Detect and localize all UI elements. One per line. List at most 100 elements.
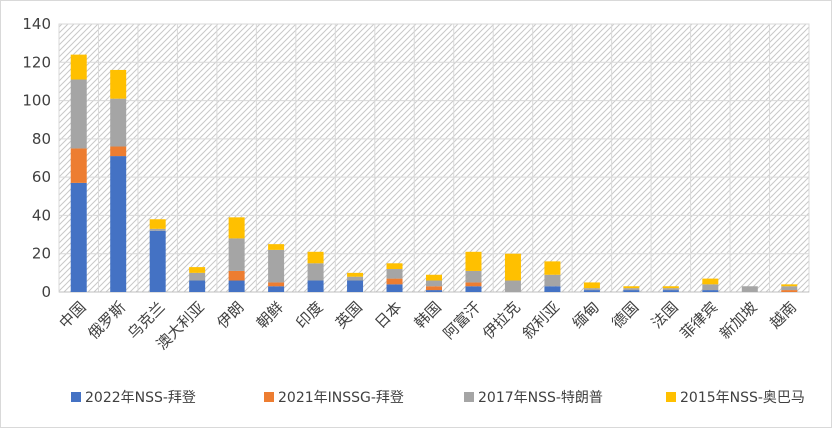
bar-segment-中国-series-2 [70,79,87,149]
bar-segment-日本-series-0 [386,284,403,292]
bar-segment-伊朗-series-0 [228,280,245,292]
bar-segment-菲律宾-series-0 [702,290,719,292]
bar-segment-日本-series-3 [386,263,403,270]
bar-segment-法国-series-2 [662,288,679,291]
bar-segment-朝鲜-series-3 [268,244,285,250]
x-tick-label: 叙利亚 [519,298,564,343]
legend-label: 2021年INSSG-拜登 [278,390,404,406]
x-tick-label: 日本 [371,298,405,332]
bar-segment-英国-series-3 [347,272,364,277]
x-tick-label: 中国 [56,298,90,332]
legend-swatch [666,392,676,402]
bar-segment-日本-series-2 [386,269,403,279]
legend-swatch [71,392,81,402]
bar-segment-阿富汗-series-2 [465,270,482,283]
x-tick-label: 菲律宾 [677,298,722,343]
bar-segment-中国-series-3 [70,54,87,80]
x-tick-label: 俄罗斯 [84,298,129,343]
bar-segment-阿富汗-series-0 [465,286,482,292]
bar-segment-叙利亚-series-2 [544,274,561,287]
bar-segment-印度-series-0 [307,280,324,292]
bar-segment-菲律宾-series-2 [702,284,719,291]
bar-segment-俄罗斯-series-1 [110,146,127,157]
bar-segment-印度-series-2 [307,263,324,281]
bar-segment-英国-series-2 [347,276,364,281]
bar-segment-日本-series-1 [386,278,403,285]
y-tick-label: 80 [32,130,51,148]
bar-segment-中国-series-0 [70,182,87,292]
y-tick-label: 0 [41,283,51,301]
bar-segment-朝鲜-series-2 [268,249,285,283]
x-tick-label: 阿富汗 [440,298,485,343]
bar-segment-朝鲜-series-0 [268,286,285,292]
bar-segment-俄罗斯-series-2 [110,98,127,147]
y-tick-label: 140 [22,15,51,33]
bar-segment-缅甸-series-3 [583,282,600,289]
legend: 2022年NSS-拜登 2021年INSSG-拜登 2017年NSS-特朗普 2015… [71,389,805,406]
bar-segment-德国-series-0 [623,290,640,292]
bar-segment-德国-series-3 [623,286,640,289]
x-tick-label: 越南 [766,298,800,332]
bar-segment-伊朗-series-3 [228,217,245,239]
bar-segment-英国-series-0 [347,280,364,292]
x-tick-label: 新加坡 [716,298,761,343]
bar-segment-新加坡-series-2 [741,286,758,292]
legend-label: 2017年NSS-特朗普 [478,390,603,406]
x-tick-label: 伊拉克 [479,298,524,343]
bar-segment-菲律宾-series-3 [702,278,719,285]
bar-segment-乌克兰-series-2 [149,228,166,231]
legend-label: 2022年NSS-拜登 [85,390,196,406]
bar-segment-叙利亚-series-3 [544,261,561,275]
x-tick-label: 法国 [648,298,682,332]
bar-segment-伊朗-series-1 [228,270,245,281]
gridlines [59,23,809,293]
y-tick-label: 20 [32,245,51,263]
bar-segment-越南-series-1 [781,290,798,292]
bar-segment-澳大利亚-series-0 [189,280,206,292]
bar-segment-阿富汗-series-3 [465,251,482,271]
bar-segment-缅甸-series-2 [583,288,600,291]
y-tick-label: 60 [32,168,51,186]
bar-segment-中国-series-1 [70,148,87,183]
bar-segment-朝鲜-series-1 [268,282,285,287]
y-tick-label: 120 [22,53,51,71]
x-tick-label: 缅甸 [569,298,603,332]
x-tick-label: 朝鲜 [253,298,287,332]
legend-swatch [464,392,474,402]
bar-segment-韩国-series-2 [426,280,442,287]
bar-segment-韩国-series-0 [426,290,442,292]
x-tick-label: 伊朗 [214,298,248,332]
bar-segment-叙利亚-series-0 [544,286,561,292]
bar-segment-澳大利亚-series-2 [189,272,206,281]
bar-segment-越南-series-2 [781,286,798,291]
legend-swatch [264,392,274,402]
y-tick-label: 100 [22,92,51,110]
bar-segment-阿富汗-series-1 [465,282,482,287]
bar-segment-伊朗-series-2 [228,238,245,271]
bar-segment-法国-series-0 [662,290,679,292]
x-tick-label: 英国 [332,298,366,332]
bar-segment-韩国-series-3 [426,274,442,281]
x-tick-label: 德国 [608,298,642,332]
bar-segment-乌克兰-series-3 [149,219,166,229]
x-tick-label: 韩国 [411,298,445,332]
bar-segment-越南-series-3 [781,284,798,287]
bars [70,54,798,292]
y-tick-label: 40 [32,206,51,224]
bar-segment-俄罗斯-series-3 [110,69,127,99]
bar-segment-缅甸-series-0 [583,290,600,292]
bar-segment-乌克兰-series-0 [149,230,166,292]
bar-segment-伊拉克-series-3 [504,253,521,281]
bar-segment-韩国-series-1 [426,286,442,291]
y-axis-ticks: 0 20 40 60 80 100 120 140 [22,15,51,301]
bar-segment-德国-series-2 [623,288,640,291]
bar-segment-俄罗斯-series-0 [110,156,127,292]
bar-segment-法国-series-3 [662,286,679,289]
x-tick-label: 印度 [292,298,326,332]
bar-segment-印度-series-3 [307,251,324,264]
legend-label: 2015年NSS-奥巴马 [680,389,805,406]
plot-area [58,23,810,293]
